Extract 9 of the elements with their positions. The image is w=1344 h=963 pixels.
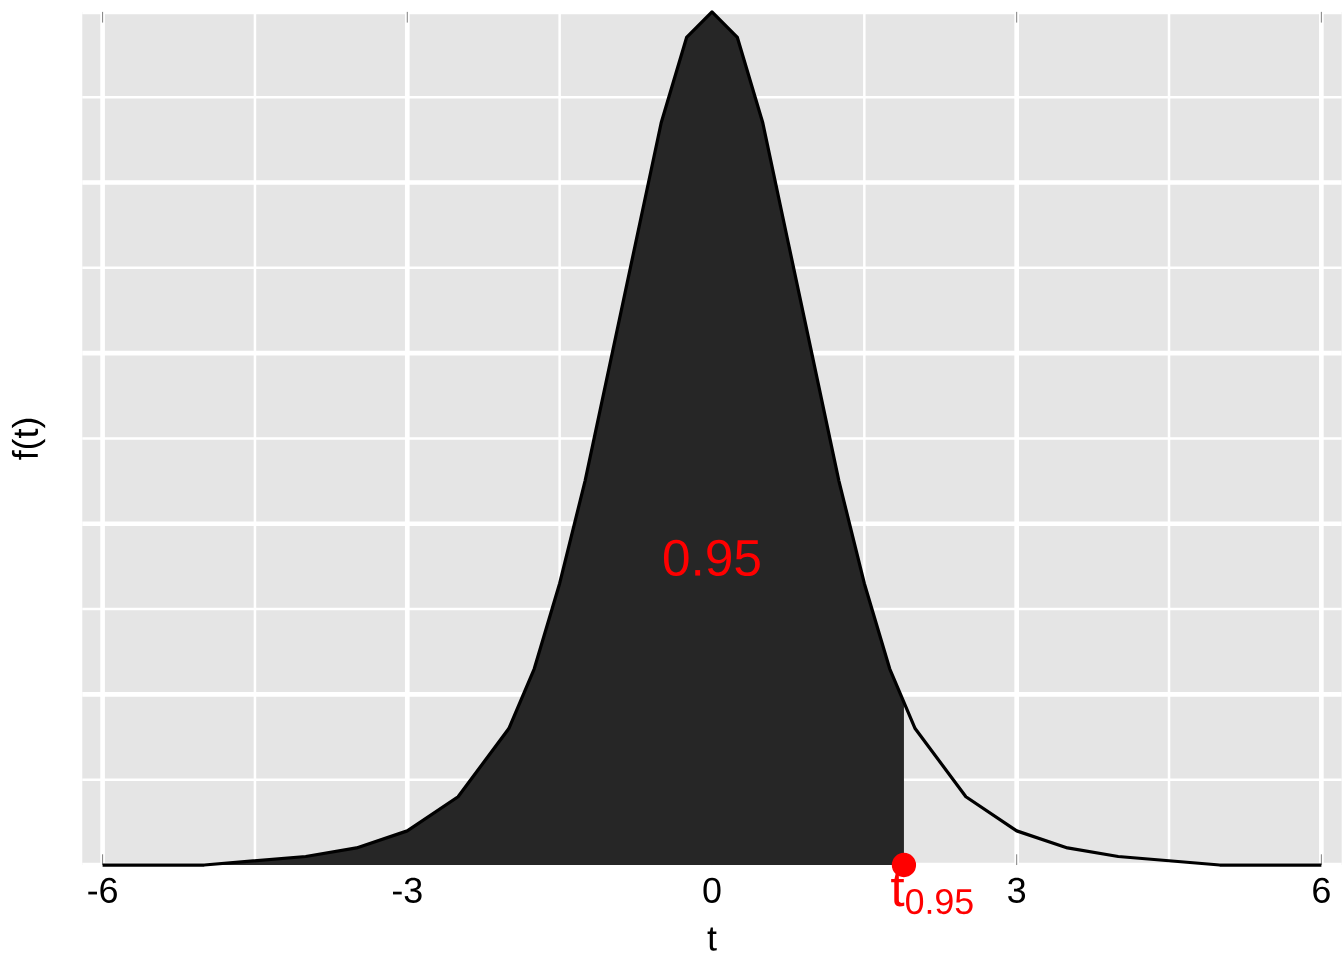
x-tick-label: -3 [392, 877, 422, 904]
x-tick-label: -6 [88, 877, 117, 904]
x-axis-title: t [707, 927, 717, 951]
x-tick-label: 3 [1008, 877, 1026, 904]
y-axis-title: f(t) [11, 419, 46, 460]
annotation: t$_{0.95}$ [891, 873, 973, 915]
annotation: 0.95 [663, 539, 760, 577]
x-tick-label: 0 [703, 877, 721, 904]
x-tick-label: 6 [1313, 877, 1330, 904]
